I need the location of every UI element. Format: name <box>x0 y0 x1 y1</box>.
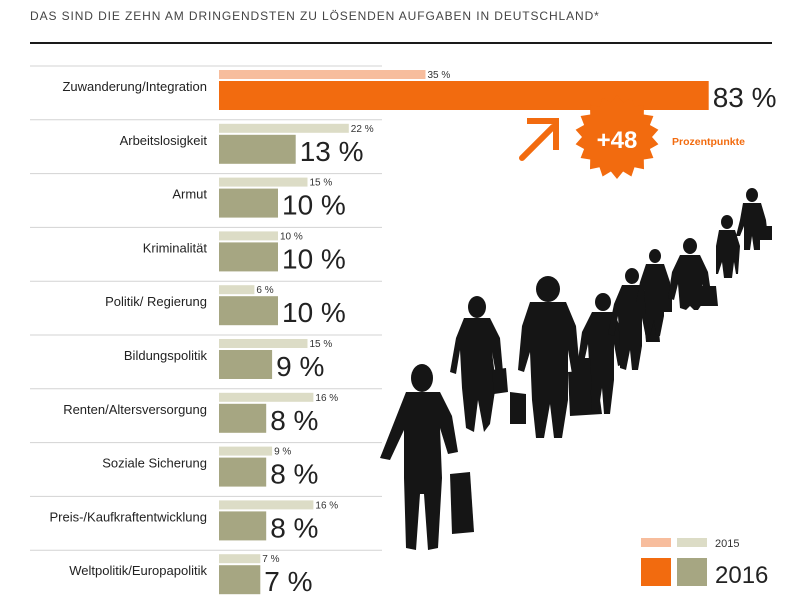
bar-2015 <box>219 231 278 241</box>
bar-2016 <box>219 188 278 218</box>
category-label: Preis-/Kaufkraftentwicklung <box>49 509 207 524</box>
value-label-2016: 10 % <box>282 297 346 328</box>
category-label: Zuwanderung/Integration <box>62 79 207 94</box>
value-label-2015: 16 % <box>315 393 338 404</box>
legend-label-2015: 2015 <box>715 538 739 550</box>
value-label-2015: 15 % <box>310 178 333 189</box>
value-label-2015: 7 % <box>262 554 279 565</box>
legend-swatch-2016-highlight <box>641 558 671 586</box>
walking-people-silhouettes <box>380 188 772 550</box>
bar-2016 <box>219 511 267 541</box>
value-label-2016: 8 % <box>270 512 318 543</box>
bar-2015 <box>219 554 261 564</box>
value-label-2016: 10 % <box>282 243 346 274</box>
callout-badge: +48 Prozentpunkte <box>519 95 745 179</box>
value-label-2016: 13 % <box>300 136 364 167</box>
person-silhouette <box>736 188 772 250</box>
title-divider <box>30 42 772 44</box>
person-silhouette <box>668 238 718 310</box>
category-label: Soziale Sicherung <box>102 456 207 471</box>
legend-swatch-2015-highlight <box>641 538 671 547</box>
value-label-2016: 83 % <box>713 82 777 113</box>
bar-2016 <box>219 457 267 487</box>
category-label: Renten/Altersversorgung <box>63 402 207 417</box>
chart-title: DAS SIND DIE ZEHN AM DRINGENDSTEN ZU LÖS… <box>30 9 600 23</box>
starburst-badge <box>575 95 659 179</box>
category-label: Arbeitslosigkeit <box>120 133 208 148</box>
legend-swatch-2016 <box>677 558 707 586</box>
category-label: Weltpolitik/Europapolitik <box>69 563 207 578</box>
legend-label-2016: 2016 <box>715 562 768 589</box>
value-label-2016: 8 % <box>270 405 318 436</box>
value-label-2016: 10 % <box>282 190 346 221</box>
bar-2015 <box>219 446 273 456</box>
legend-swatch-2015 <box>677 538 707 547</box>
person-silhouette <box>572 293 624 414</box>
value-label-2015: 16 % <box>315 500 338 511</box>
value-label-2016: 8 % <box>270 459 318 490</box>
bar-2016 <box>219 134 296 164</box>
bar-2016 <box>219 565 261 595</box>
bars-layer: Zuwanderung/Integration 35 % 83 % Arbeitslo… <box>30 65 777 597</box>
value-label-2015: 22 % <box>351 124 374 135</box>
bar-2016 <box>219 350 273 379</box>
bar-2016 <box>219 403 267 433</box>
person-silhouette <box>636 249 672 336</box>
person-silhouette <box>380 364 474 550</box>
bar-2016 <box>219 296 278 326</box>
value-label-2015: 15 % <box>310 339 333 350</box>
value-label-2016: 7 % <box>264 566 312 597</box>
arrow-up-right-icon <box>519 118 559 161</box>
bar-2015 <box>219 339 308 348</box>
value-label-2015: 6 % <box>256 285 273 296</box>
callout-label: Prozentpunkte <box>672 136 745 148</box>
bar-2015 <box>219 285 255 295</box>
value-label-2015: 35 % <box>428 70 451 81</box>
person-silhouette <box>716 215 740 278</box>
category-label: Bildungspolitik <box>124 348 208 363</box>
value-label-2015: 10 % <box>280 231 303 242</box>
category-label: Armut <box>172 187 207 202</box>
value-label-2016: 9 % <box>276 351 324 382</box>
bar-2016 <box>219 242 278 272</box>
bar-2015 <box>219 392 314 402</box>
bar-2016 <box>219 81 709 110</box>
bar-2015 <box>219 500 314 510</box>
value-label-2015: 9 % <box>274 447 291 458</box>
legend: 2015 2016 <box>641 538 768 589</box>
category-label: Politik/ Regierung <box>105 294 207 309</box>
bar-2015 <box>219 123 349 133</box>
callout-value: +48 <box>597 127 638 154</box>
category-label: Kriminalität <box>143 240 208 255</box>
bar-2015 <box>219 70 426 79</box>
person-silhouette <box>450 296 526 432</box>
bar-2015 <box>219 177 308 187</box>
